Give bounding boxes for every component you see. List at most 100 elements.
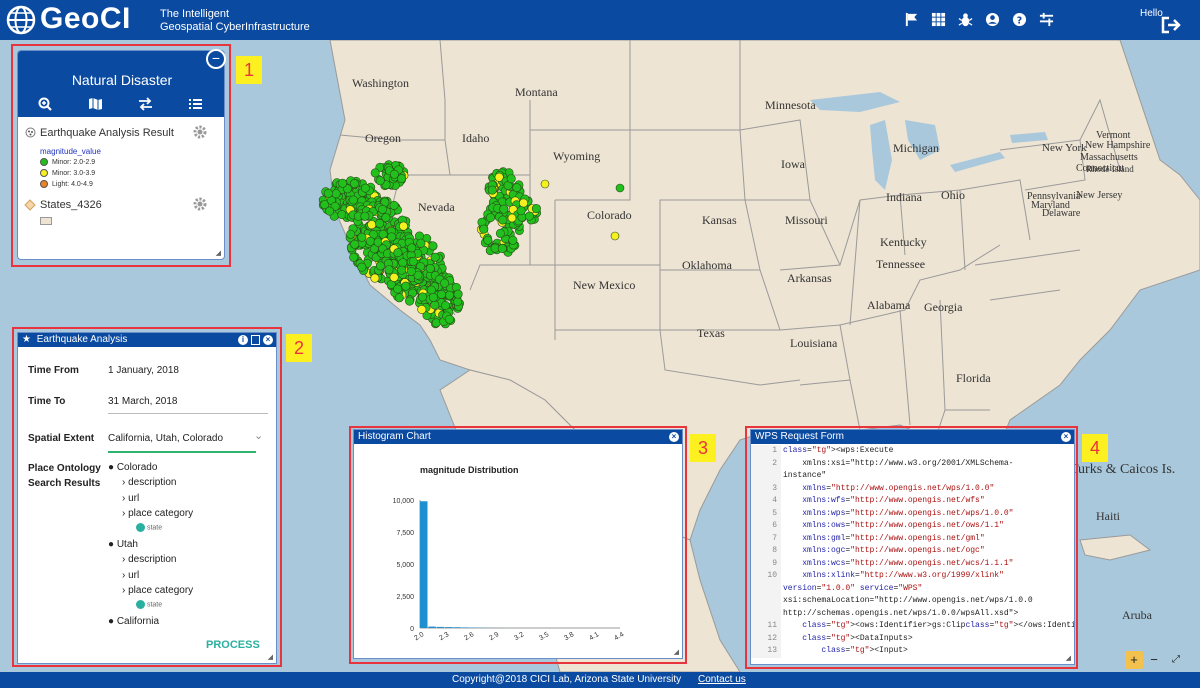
settings-sliders-icon[interactable] (1039, 12, 1054, 27)
layer-earthquake-result[interactable]: Earthquake Analysis Result (40, 127, 174, 139)
zoom-in-button[interactable]: + (1125, 651, 1143, 669)
x-tick-label: 2.3 (438, 631, 450, 642)
footer: Copyright@2018 CICI Lab, Arizona State U… (0, 672, 1200, 688)
grid-icon[interactable] (931, 12, 946, 27)
histogram-bar[interactable] (428, 626, 436, 628)
resize-handle[interactable]: ◢ (1065, 655, 1071, 662)
code-line[interactable]: 6 xmlns:ows="http://www.opengis.net/ows/… (751, 520, 1074, 533)
tree-node-california[interactable]: ● California (108, 616, 159, 627)
user-icon[interactable] (985, 12, 1000, 27)
code-line[interactable]: 10 xmlns:xlink="http://www.w3.org/1999/x… (751, 570, 1074, 583)
code-text: class="tg"><wps:Execute (783, 446, 894, 455)
histogram-bar[interactable] (445, 627, 453, 628)
line-number: 12 (751, 632, 781, 645)
polygon-layer-icon (24, 199, 36, 211)
histogram-bar[interactable] (420, 501, 428, 628)
x-tick-label: 4.4 (613, 631, 625, 642)
xml-code-editor[interactable]: 1 class="tg"><wps:Execute 2 xmlns:xsi="htt… (751, 445, 1074, 665)
flag-icon[interactable] (904, 12, 919, 27)
code-line[interactable]: 7 xmlns:gml="http://www.opengis.net/gml" (751, 532, 1074, 545)
map-label: Connecticut (1076, 163, 1125, 174)
code-line[interactable]: 4 xmlns:wfs="http://www.opengis.net/wfs" (751, 495, 1074, 508)
callout-badge-3: 3 (690, 434, 716, 462)
tree-node-url[interactable]: › url (122, 493, 140, 504)
spatial-extent-select[interactable]: California, Utah, Colorado (108, 433, 224, 444)
resize-handle[interactable]: ◢ (215, 250, 221, 257)
code-line[interactable]: 1 class="tg"><wps:Execute (751, 445, 1074, 458)
spatial-extent-underline (108, 451, 256, 453)
code-line[interactable]: 2 xmlns:xsi="http://www.w3.org/2001/XMLS… (751, 457, 1074, 470)
map-label: Massachusetts (1080, 152, 1138, 163)
layer-states[interactable]: States_4326 (40, 199, 102, 211)
swap-icon[interactable] (138, 97, 153, 111)
tree-node-place-category[interactable]: › place category (122, 585, 194, 596)
x-tick-label: 2.9 (488, 631, 500, 642)
logout-icon[interactable] (1160, 16, 1182, 34)
earthquake-analysis-header: ★ Earthquake Analysis i × (18, 333, 276, 347)
close-button[interactable]: × (263, 335, 273, 345)
code-line[interactable]: instance" (751, 470, 1074, 483)
contact-link[interactable]: Contact us (698, 674, 746, 685)
save-icon[interactable] (251, 335, 260, 345)
code-line[interactable]: xsi:schemaLocation="http://www.opengis.n… (751, 595, 1074, 608)
tree-node-label: description (128, 477, 177, 488)
process-button[interactable]: PROCESS (206, 639, 260, 651)
tree-node-utah[interactable]: ● Utah (108, 539, 138, 550)
code-line[interactable]: 3 xmlns="http://www.opengis.net/wps/1.0.… (751, 482, 1074, 495)
code-line[interactable]: 12 class="tg"><DataInputs> (751, 632, 1074, 645)
earthquake-point (426, 285, 436, 295)
tree-node-description[interactable]: › description (122, 554, 177, 565)
tree-node-label: place category (128, 585, 194, 596)
list-icon[interactable] (188, 97, 203, 111)
earthquake-point (430, 252, 440, 262)
code-line[interactable]: 5 xmlns:wps="http://www.opengis.net/wps/… (751, 507, 1074, 520)
legend-swatch-states (40, 217, 52, 225)
tree-node-place-category[interactable]: › place category (122, 508, 194, 519)
chevron-down-icon[interactable]: ⌄ (254, 430, 264, 442)
info-icon[interactable]: i (238, 335, 248, 345)
code-line[interactable]: 9 xmlns:wcs="http://www.opengis.net/wcs/… (751, 557, 1074, 570)
code-text: xmlns="http://www.opengis.net/wps/1.0.0" (802, 483, 995, 493)
legend-label: Light: 4.0-4.9 (52, 180, 93, 188)
gear-icon[interactable] (193, 197, 207, 211)
tree-node-description[interactable]: › description (122, 477, 177, 488)
time-to-value[interactable]: 31 March, 2018 (108, 396, 178, 407)
code-line[interactable]: 8 xmlns:ogc="http://www.opengis.net/ogc" (751, 545, 1074, 558)
app-logo[interactable]: GeoCI (40, 2, 131, 35)
zoom-in-icon[interactable] (38, 97, 52, 111)
zoom-out-button[interactable]: − (1150, 652, 1158, 667)
code-text: xmlns:xlink="http://www.w3.org/1999/xlin… (802, 571, 1004, 580)
histogram-bar[interactable] (461, 627, 470, 628)
code-line[interactable]: http://schemas.opengis.net/wps/1.0.0/wps… (751, 607, 1074, 620)
state-borders (339, 40, 1121, 441)
histogram-bar[interactable] (453, 627, 461, 628)
resize-handle[interactable]: ◢ (267, 654, 273, 661)
highlight-box-1 (11, 44, 231, 267)
code-line[interactable]: 11 class="tg"><ows:Identifier>gs:Clipcla… (751, 620, 1074, 633)
line-number: 8 (751, 545, 781, 558)
time-from-value[interactable]: 1 January, 2018 (108, 365, 179, 376)
code-line[interactable]: version="1.0.0" service="WPS" (751, 582, 1074, 595)
code-line[interactable]: 13 class="tg"><Input> (751, 645, 1074, 658)
gear-icon[interactable] (193, 125, 207, 139)
help-icon[interactable]: ? (1012, 12, 1027, 27)
tree-node-colorado[interactable]: ● Colorado (108, 462, 157, 473)
tree-node-state[interactable]: state (136, 523, 162, 532)
fullscreen-icon[interactable]: ⤢ (1172, 654, 1180, 665)
map-label: Montana (515, 85, 558, 99)
tree-node-state[interactable]: state (136, 600, 162, 609)
close-button[interactable]: × (1061, 432, 1071, 442)
resize-handle[interactable]: ◢ (673, 649, 679, 656)
tree-node-url[interactable]: › url (122, 570, 140, 581)
close-button[interactable]: × (669, 432, 679, 442)
map-icon[interactable] (88, 97, 103, 111)
collapse-button[interactable]: − (206, 49, 226, 69)
bug-icon[interactable] (958, 12, 973, 27)
line-number: 1 (751, 445, 781, 458)
map-label: Aruba (1122, 608, 1152, 622)
line-number: 7 (751, 532, 781, 545)
code-text: xmlns:gml="http://www.opengis.net/gml" (802, 533, 985, 543)
legend-row-2: Minor: 3.0-3.9 (40, 169, 95, 177)
time-to-underline (108, 413, 268, 414)
histogram-bar[interactable] (436, 626, 445, 628)
